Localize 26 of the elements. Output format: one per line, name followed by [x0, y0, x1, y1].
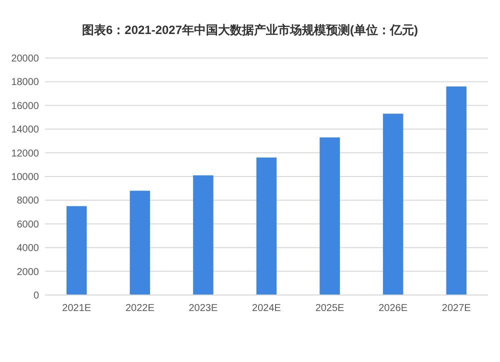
- bar: [320, 137, 340, 295]
- bar: [256, 158, 277, 295]
- bar: [193, 175, 214, 295]
- x-tick-label: 2021E: [62, 303, 92, 314]
- x-tick-label: 2025E: [315, 303, 345, 314]
- bar: [446, 86, 466, 295]
- y-tick-label: 4000: [16, 243, 40, 254]
- x-tick-label: 2027E: [442, 303, 472, 314]
- bar: [382, 114, 404, 295]
- x-tick-label: 2026E: [378, 303, 408, 314]
- chart-title: 图表6：2021-2027年中国大数据产业市场规模预测(单位：亿元): [82, 23, 418, 37]
- x-tick-label: 2024E: [252, 303, 282, 314]
- y-tick-label: 2000: [16, 266, 40, 278]
- bar: [66, 206, 87, 295]
- y-tick-label: 6000: [16, 219, 40, 230]
- y-tick-label: 16000: [11, 100, 40, 112]
- y-tick-label: 0: [33, 290, 40, 302]
- bar: [130, 190, 150, 295]
- x-tick-label: 2023E: [188, 303, 218, 314]
- x-tick-label: 2022E: [125, 303, 155, 314]
- y-tick-label: 18000: [11, 77, 40, 88]
- y-tick-label: 20000: [11, 54, 40, 64]
- y-tick-label: 8000: [16, 196, 40, 207]
- y-tick-label: 10000: [11, 172, 40, 183]
- y-tick-label: 14000: [11, 124, 40, 136]
- y-tick-label: 12000: [11, 148, 40, 160]
